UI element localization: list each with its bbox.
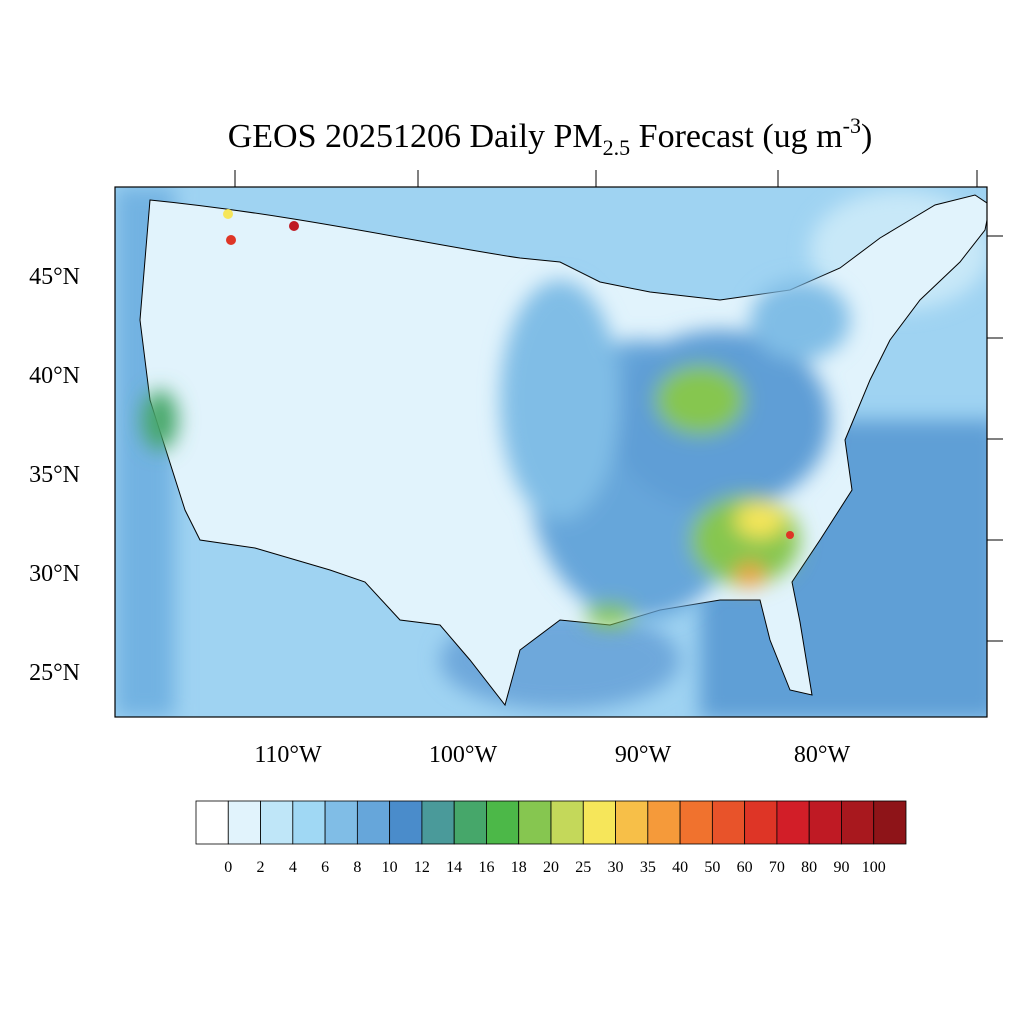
colorbar-label: 20	[543, 859, 559, 876]
colorbar-box	[808, 800, 842, 845]
lon-label: 80°W	[794, 742, 851, 768]
colorbar-box	[518, 800, 552, 845]
colorbar-box	[389, 800, 423, 845]
colorbar-label: 8	[353, 859, 361, 876]
lon-label: 90°W	[615, 742, 672, 768]
lat-label: 35°N	[29, 462, 80, 488]
title: GEOS 20251206 Daily PM2.5 Forecast (ug m…	[228, 113, 873, 160]
colorbar-box	[421, 800, 455, 845]
lon-label: 100°W	[429, 742, 498, 768]
frame-ticks	[234, 170, 1003, 642]
colorbar-box	[776, 800, 810, 845]
colorbar-box	[873, 800, 907, 845]
colorbar-label: 12	[414, 859, 430, 876]
colorbar-box	[615, 800, 649, 845]
lat-label: 25°N	[29, 660, 80, 686]
lon-label: 110°W	[254, 742, 322, 768]
concentration-blobs	[142, 280, 850, 627]
colorbar-box	[292, 800, 326, 845]
map-frame	[114, 186, 988, 718]
colorbar-label: 0	[224, 859, 232, 876]
colorbar-box	[841, 800, 875, 845]
axis-labels: 45°N 40°N 35°N 30°N 25°N 110°W 100°W 90°W 80°W	[29, 264, 850, 768]
colorbar-label: 70	[769, 859, 785, 876]
colorbar-label: 25	[575, 859, 591, 876]
colorbar-label: 16	[478, 859, 494, 876]
lat-label: 40°N	[29, 363, 80, 389]
colorbar-box	[486, 800, 520, 845]
colorbar-label: 30	[608, 859, 624, 876]
colorbar-label: 100	[862, 859, 886, 876]
colorbar-box	[550, 800, 584, 845]
map-field	[115, 187, 987, 717]
colorbar-label: 10	[382, 859, 398, 876]
colorbar-label: 2	[257, 859, 265, 876]
colorbar-box	[260, 800, 294, 845]
colorbar-box	[744, 800, 778, 845]
colorbar-box	[647, 800, 681, 845]
colorbar-label: 18	[511, 859, 527, 876]
colorbar-label: 80	[801, 859, 817, 876]
colorbar-box	[195, 800, 229, 845]
colorbar-label: 4	[289, 859, 297, 876]
colorbar-label: 6	[321, 859, 329, 876]
colorbar-label: 90	[833, 859, 849, 876]
colorbar-box	[453, 800, 487, 845]
colorbar: 0 2 4 6 8 10 12 14 16 18 20 25 30 35 40 50 60 70 80 90 100	[195, 800, 907, 876]
colorbar-box	[582, 800, 616, 845]
colorbar-label: 40	[672, 859, 688, 876]
colorbar-box	[679, 800, 713, 845]
lat-label: 30°N	[29, 561, 80, 587]
colorbar-box	[227, 800, 261, 845]
colorbar-label: 50	[704, 859, 720, 876]
colorbar-label: 14	[446, 859, 462, 876]
colorbar-label: 60	[737, 859, 753, 876]
colorbar-label: 35	[640, 859, 656, 876]
colorbar-box	[711, 800, 746, 845]
colorbar-box	[324, 800, 358, 845]
colorbar-box	[356, 800, 391, 845]
lat-label: 45°N	[29, 264, 80, 290]
